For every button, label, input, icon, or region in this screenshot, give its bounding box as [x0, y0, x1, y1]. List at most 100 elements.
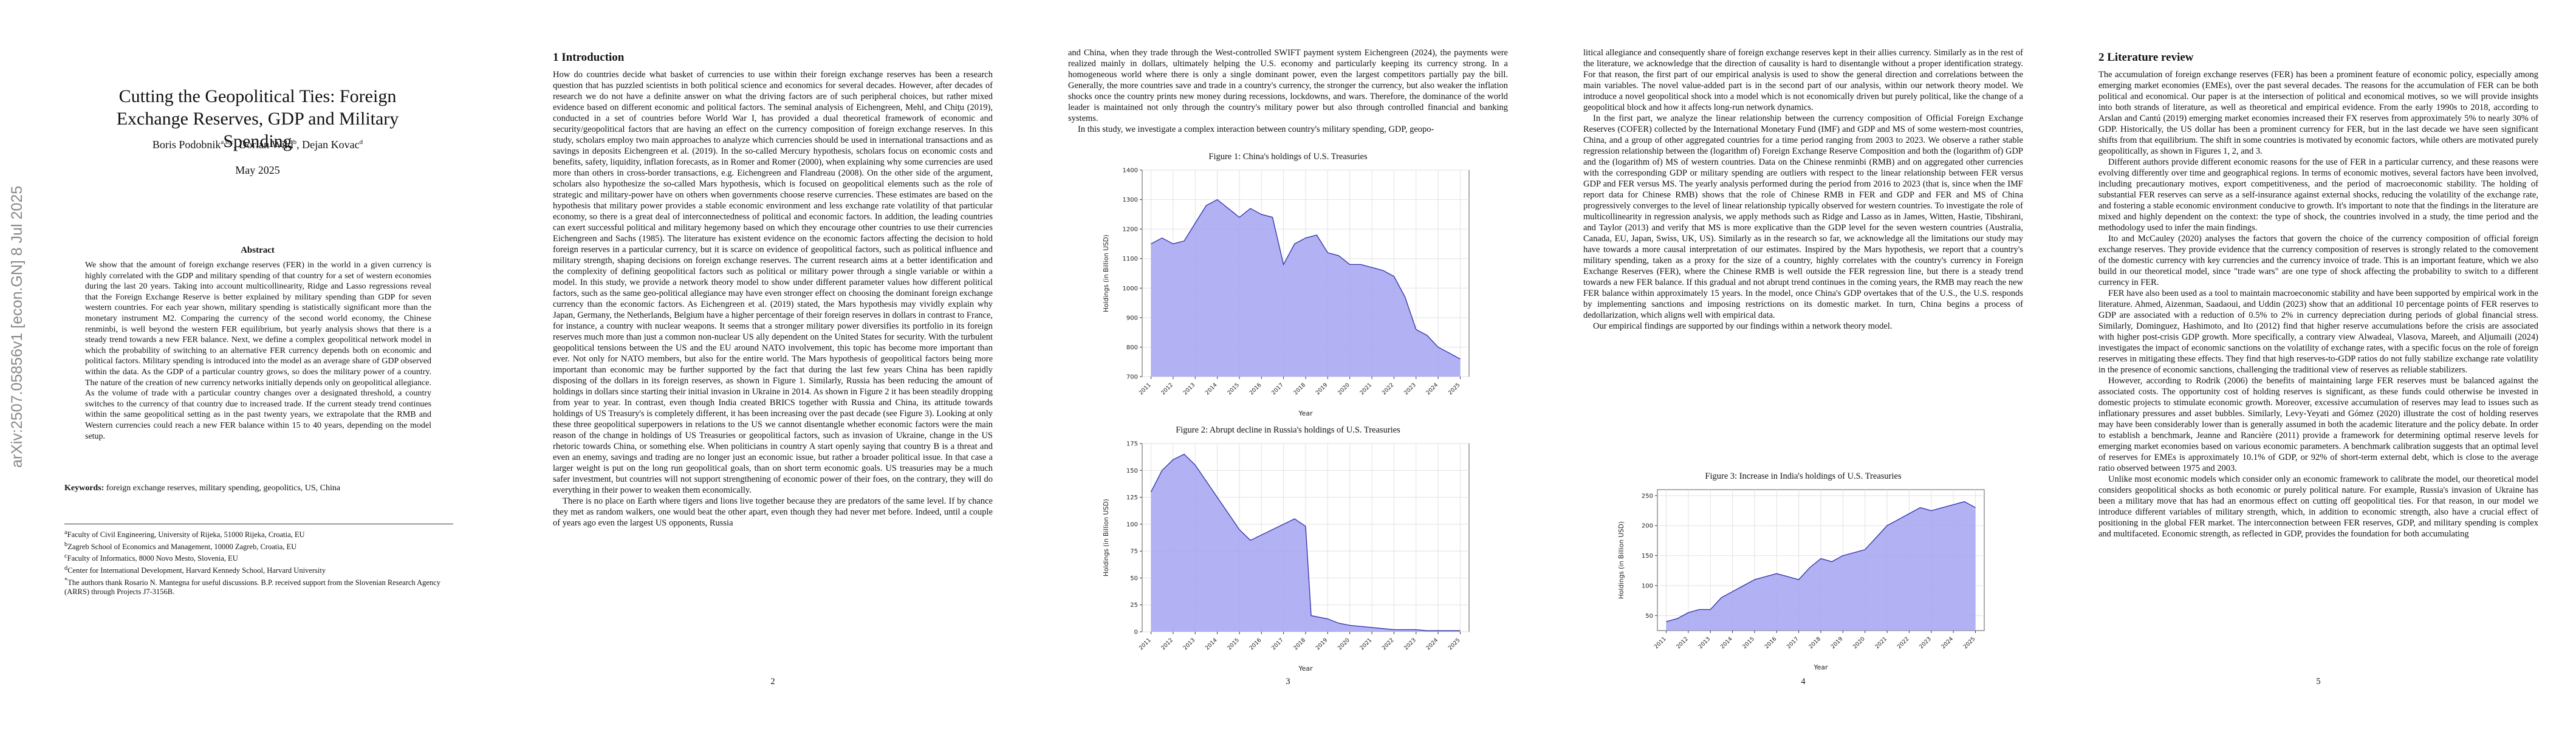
x-tick-label: 2023	[1919, 636, 1933, 650]
author-affiliation: a,b,c	[221, 139, 234, 146]
section-heading: 2 Literature review	[2098, 51, 2194, 64]
paragraph: litical allegiance and consequently shar…	[1583, 48, 2023, 112]
x-tick-label: 2021	[1359, 382, 1373, 396]
paragraph: Unlike most economic models which consid…	[2098, 474, 2538, 539]
y-tick-label: 1300	[1123, 197, 1138, 204]
x-tick-label: 2016	[1249, 637, 1262, 651]
x-tick-label: 2024	[1941, 636, 1954, 650]
x-tick-label: 2021	[1359, 637, 1373, 651]
x-tick-label: 2023	[1403, 637, 1417, 651]
x-tick-label: 2019	[1315, 382, 1329, 396]
y-tick-label: 100	[1642, 583, 1653, 589]
x-tick-label: 2018	[1293, 382, 1307, 396]
paragraph: The accumulation of foreign exchange res…	[2098, 70, 2538, 156]
y-tick-label: 100	[1126, 521, 1138, 528]
paragraph: Ito and McCauley (2020) analyses the fac…	[2098, 234, 2538, 287]
x-tick-label: 2015	[1227, 382, 1241, 396]
y-tick-label: 50	[1130, 575, 1138, 582]
y-axis-label: Holdings (in Billion USD)	[1618, 521, 1625, 599]
x-tick-label: 2018	[1293, 637, 1307, 651]
page: arXiv:2507.05856v1 [econ.GN] 8 Jul 2025 …	[0, 0, 515, 729]
figure-caption: Figure 1: China's holdings of U.S. Treas…	[1208, 152, 1368, 162]
x-tick-label: 2019	[1830, 636, 1844, 650]
affiliation-mark: d	[64, 564, 68, 572]
x-tick-label: 2025	[1447, 637, 1461, 651]
y-tick-label: 1000	[1123, 286, 1138, 292]
y-tick-label: 900	[1126, 315, 1138, 321]
paragraph: Different authors provide different econ…	[2098, 157, 2538, 233]
area-fill	[1151, 199, 1461, 377]
paper-title: Cutting the Geopolitical Ties: Foreign E…	[116, 86, 399, 151]
y-tick-label: 150	[1126, 468, 1138, 474]
x-tick-label: 2012	[1160, 382, 1174, 396]
paragraph: and China, when they trade through the W…	[1068, 48, 1508, 123]
y-tick-label: 250	[1642, 493, 1653, 499]
x-tick-label: 2014	[1204, 382, 1218, 396]
y-axis-label: Holdings (in Billion USD)	[1103, 234, 1110, 312]
x-tick-label: 2021	[1874, 636, 1888, 650]
x-tick-label: 2016	[1764, 636, 1778, 650]
affiliation: aFaculty of Civil Engineering, Universit…	[64, 528, 453, 540]
affiliation-mark: c	[64, 553, 67, 560]
affiliation-text: Center for International Development, Ha…	[67, 566, 326, 575]
date: May 2025	[235, 164, 280, 176]
paragraph: Our empirical findings are supported by …	[1593, 321, 1893, 331]
y-tick-label: 800	[1126, 344, 1138, 351]
paragraph: In this study, we investigate a complex …	[1078, 125, 1434, 134]
text-column: 2 Literature review The accumulation of …	[2098, 52, 2538, 539]
area-line	[1666, 501, 1976, 622]
y-tick-label: 700	[1126, 374, 1138, 381]
affiliation: dCenter for International Development, H…	[64, 564, 453, 576]
paragraph: However, according to Rodrik (2006) the …	[2098, 376, 2538, 473]
figure-chart: 0 25 50 75 100 125 150 175 2011 2012 2013 2014 2015 2…	[1103, 441, 1470, 673]
x-tick-label: 2018	[1808, 636, 1822, 650]
y-tick-label: 125	[1126, 495, 1138, 501]
affiliation-mark: a	[64, 529, 67, 536]
x-tick-label: 2017	[1271, 637, 1285, 651]
affiliation-mark: b	[64, 541, 68, 548]
paragraph: There is no place on Earth where tigers …	[553, 496, 993, 528]
keywords-label: Keywords:	[64, 484, 104, 493]
author: Boris Podobnik	[152, 139, 221, 151]
figure-caption: Figure 2: Abrupt decline in Russia's hol…	[1176, 425, 1400, 435]
x-tick-label: 2025	[1962, 636, 1976, 650]
author-affiliation: b	[293, 139, 297, 146]
keywords: Keywords: foreign exchange reserves, mil…	[64, 484, 453, 493]
x-axis-label: Year	[1298, 665, 1313, 673]
area-line	[1150, 453, 1461, 631]
x-tick-label: 2024	[1425, 382, 1439, 396]
page: 1 Introduction How do countries decide w…	[515, 0, 1030, 729]
y-tick-label: 0	[1134, 629, 1138, 636]
x-tick-label: 2022	[1896, 636, 1910, 650]
affiliation-mark: *	[64, 577, 68, 584]
page-number: 4	[1801, 677, 1806, 686]
page: litical allegiance and consequently shar…	[1546, 0, 2061, 729]
x-tick-label: 2011	[1138, 382, 1152, 396]
x-tick-label: 2014	[1719, 636, 1733, 650]
figure-chart: 700 800 900 1000 1100 1200 1300 1400 2011 2012 201…	[1103, 168, 1470, 417]
x-axis-label: Year	[1298, 409, 1313, 417]
x-tick-label: 2024	[1425, 637, 1439, 651]
page-number: 3	[1286, 677, 1290, 686]
x-tick-label: 2015	[1742, 636, 1756, 650]
affiliation-text: The authors thank Rosario N. Mantegna fo…	[64, 578, 440, 597]
page-number: 2	[770, 677, 775, 686]
author: , Dejan Kovac	[296, 139, 360, 151]
abstract-text: We show that the amount of foreign excha…	[85, 261, 431, 441]
section-heading: 1 Introduction	[553, 51, 625, 64]
area-line	[1151, 199, 1461, 360]
y-tick-label: 200	[1642, 523, 1653, 530]
paragraph: FER have also been used as a tool to mai…	[2098, 289, 2538, 375]
x-tick-label: 2020	[1337, 382, 1351, 396]
x-tick-label: 2013	[1182, 382, 1196, 396]
x-tick-label: 2017	[1786, 636, 1800, 650]
x-tick-label: 2012	[1160, 637, 1174, 651]
x-tick-label: 2020	[1852, 636, 1866, 650]
page-number: 5	[2316, 677, 2321, 686]
x-tick-label: 2025	[1447, 382, 1461, 396]
x-tick-label: 2012	[1676, 636, 1690, 650]
x-tick-label: 2020	[1337, 637, 1351, 651]
y-tick-label: 1400	[1123, 168, 1138, 174]
y-tick-label: 175	[1126, 441, 1138, 448]
y-tick-label: 150	[1642, 553, 1653, 560]
